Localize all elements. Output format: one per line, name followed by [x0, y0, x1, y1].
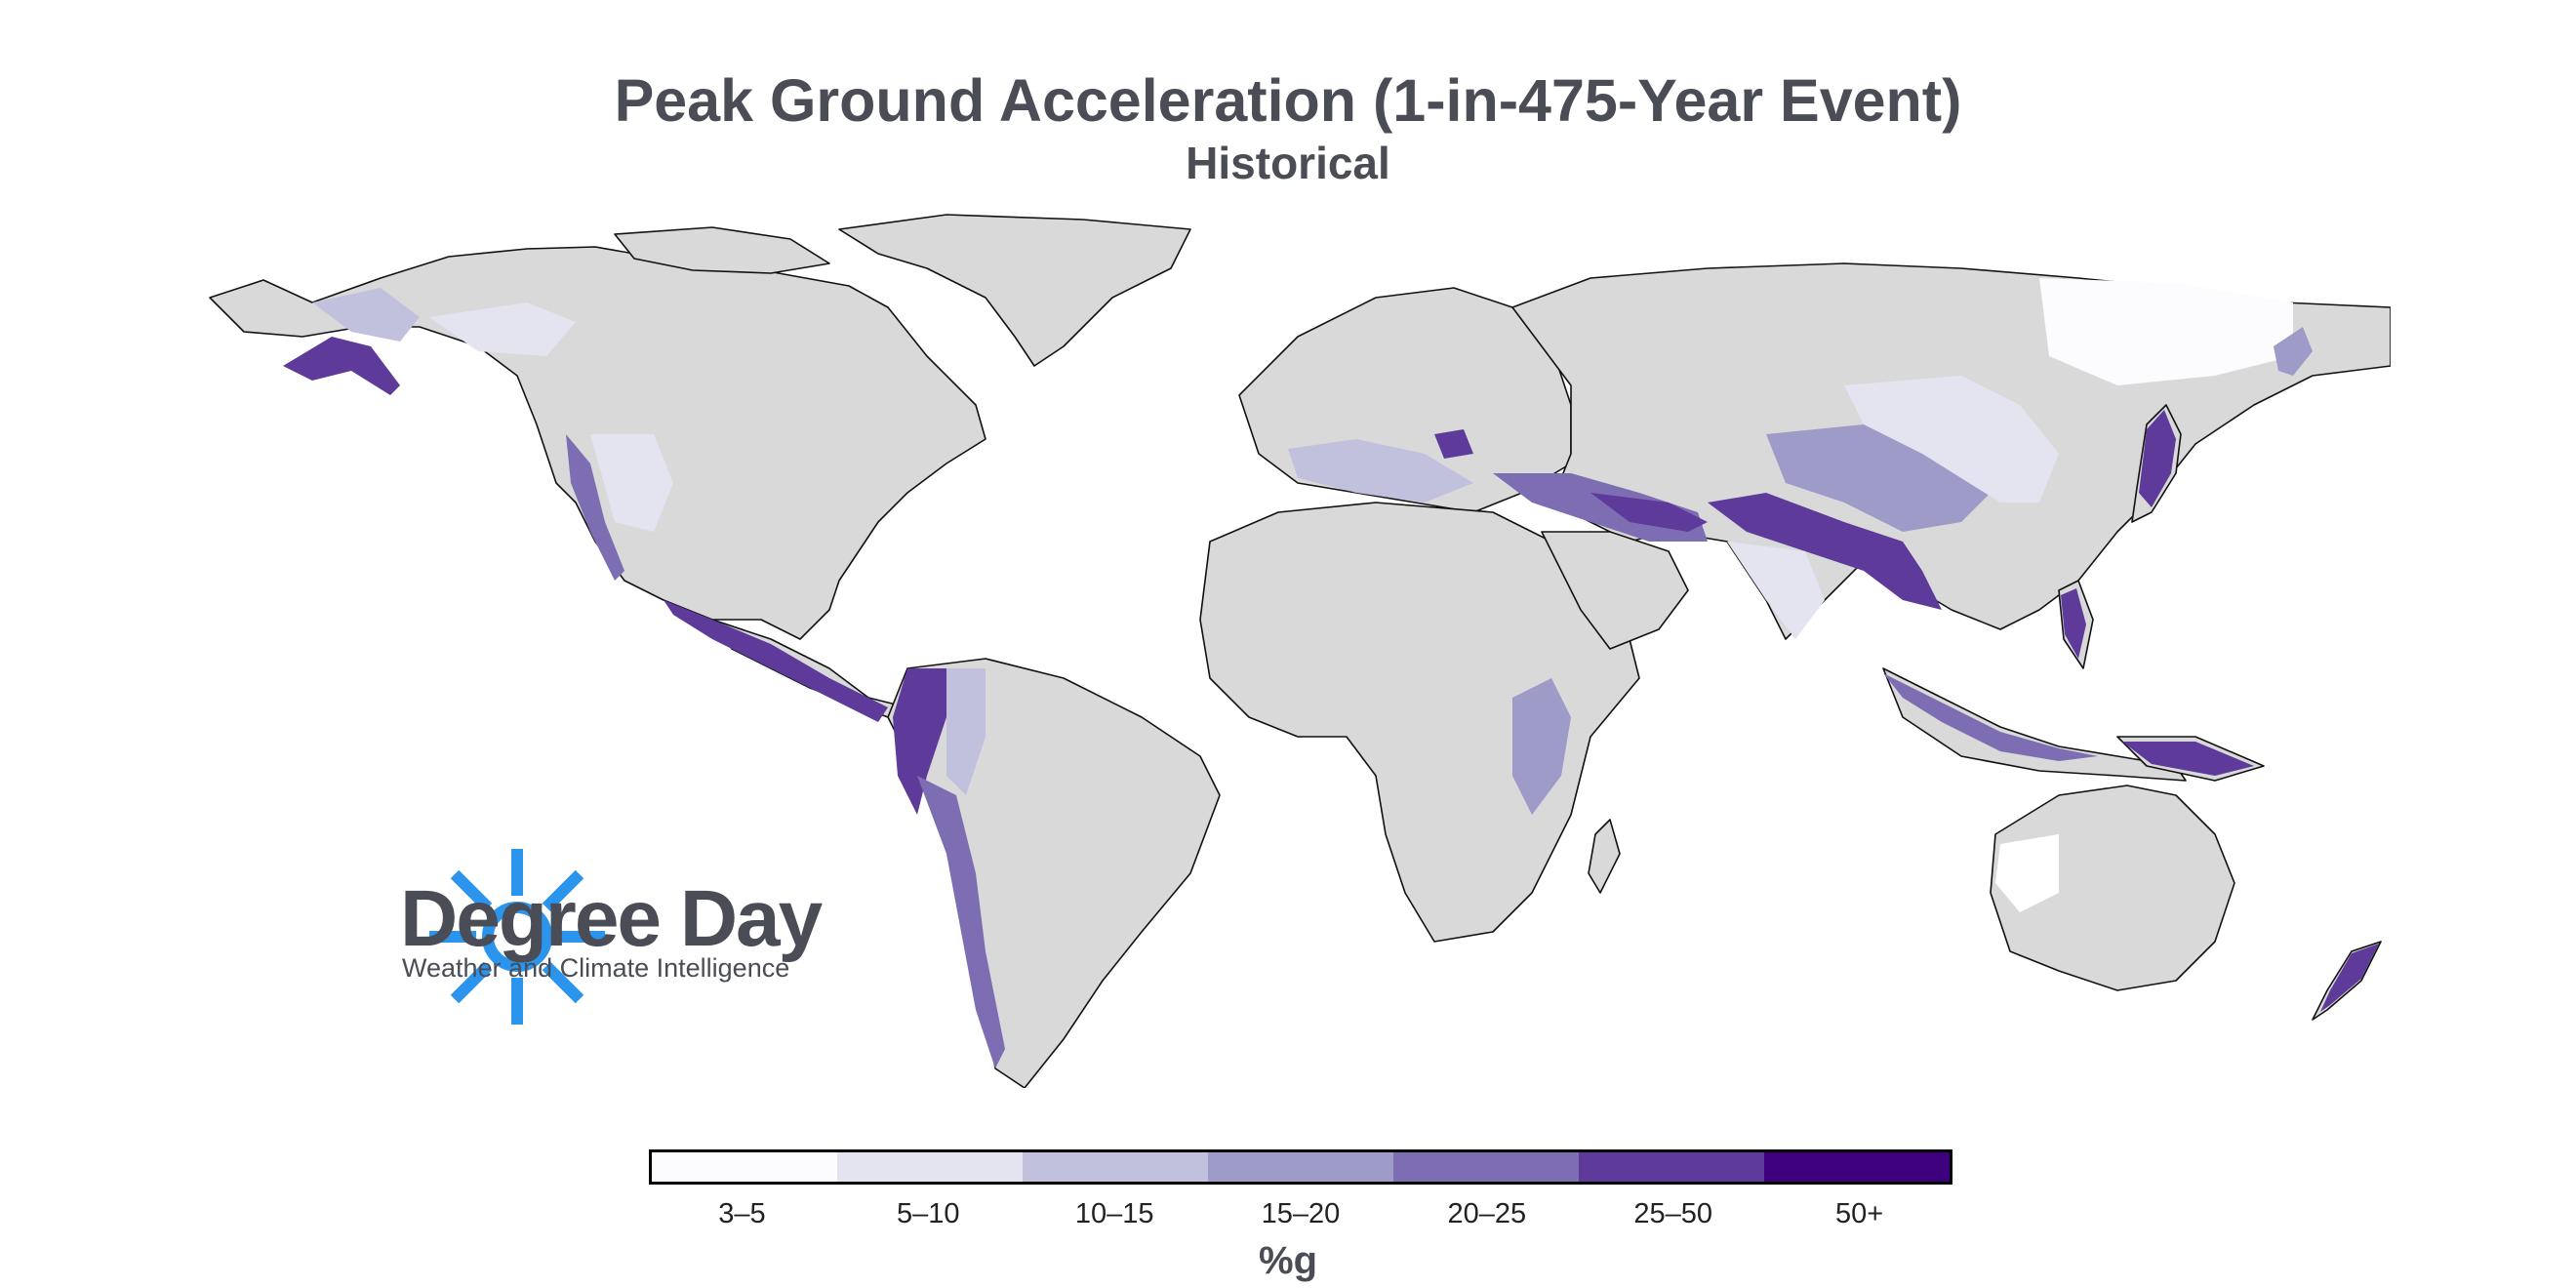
hazard-andes-north [893, 668, 946, 815]
hazard-new-guinea [2122, 742, 2254, 776]
greenland-landmass [838, 214, 1191, 367]
hazard-india [1727, 542, 1825, 639]
hazard-east-africa [1512, 678, 1571, 815]
madagascar-landmass [1588, 819, 1621, 894]
legend-tick-label: 3–5 [718, 1198, 766, 1229]
legend-tick-label: 15–20 [1261, 1198, 1341, 1229]
legend-ticks: 3–5 5–10 10–15 15–20 20–25 25–50 50+ [649, 1198, 1952, 1230]
legend-swatch [1023, 1152, 1208, 1182]
degree-day-logo-icon [429, 849, 605, 1025]
legend-swatch [1208, 1152, 1393, 1182]
hazard-china [1844, 376, 2059, 503]
hazard-new-zealand [2320, 944, 2379, 1012]
color-legend [649, 1149, 1952, 1185]
legend-unit: %g [1259, 1239, 1317, 1282]
legend-tick-label: 25–50 [1633, 1198, 1713, 1229]
legend-tick-label: 10–15 [1074, 1198, 1154, 1229]
hazard-andes-central [917, 776, 1005, 1068]
legend-swatch [652, 1152, 837, 1182]
arctic-islands [614, 226, 830, 274]
hazard-west-coast [566, 434, 624, 581]
map-subtitle: Historical [1186, 138, 1390, 188]
hazard-japan [2139, 410, 2176, 507]
hazard-philippines [2061, 588, 2086, 659]
hazard-siberia [2039, 278, 2293, 385]
hazard-himalaya [1708, 493, 1942, 610]
map-title: Peak Ground Acceleration (1-in-475-Year … [614, 67, 1962, 134]
hazard-alaska [283, 337, 400, 395]
hazard-mediterranean [1288, 439, 1473, 503]
legend-tick-label: 20–25 [1447, 1198, 1527, 1229]
legend-tick-label: 50+ [1834, 1198, 1884, 1229]
hazard-balkans [1434, 429, 1473, 459]
hazard-western-us [590, 434, 673, 532]
hazard-western-australia [1995, 834, 2059, 912]
hazard-zagros [1590, 493, 1708, 532]
hazard-andes-inland [946, 668, 986, 795]
logo-tagline: Weather and Climate Intelligence [402, 953, 790, 983]
world-map [209, 214, 2391, 1088]
legend-swatch [1764, 1152, 1950, 1182]
hazard-alaska-interior [312, 288, 420, 342]
africa-landmass [1199, 502, 1640, 943]
logo-wordmark: Degree Day [400, 874, 823, 963]
hazard-kamchatka [2274, 327, 2313, 376]
legend-tick-label: 5–10 [897, 1198, 960, 1229]
hazard-sumatra-java [1883, 673, 2098, 761]
legend-swatch [1393, 1152, 1579, 1182]
arabia-landmass [1541, 531, 1689, 650]
hazard-yukon [429, 302, 576, 356]
legend-swatch [1579, 1152, 1764, 1182]
indonesia-landmass [1882, 667, 2187, 782]
legend-swatch [837, 1152, 1023, 1182]
hazard-mexico-central-am [664, 600, 888, 722]
